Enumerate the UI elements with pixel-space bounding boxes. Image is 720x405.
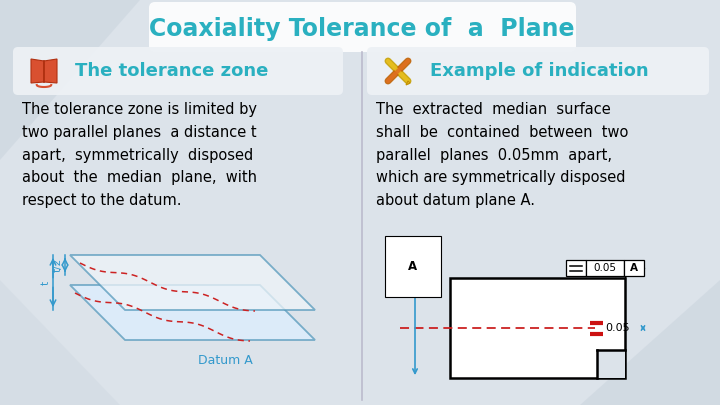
Text: t: t (41, 280, 51, 285)
Polygon shape (31, 59, 44, 83)
Polygon shape (70, 255, 315, 310)
FancyBboxPatch shape (13, 47, 343, 95)
Polygon shape (0, 0, 140, 160)
Text: t/2: t/2 (53, 258, 63, 272)
Text: 0.05: 0.05 (605, 323, 629, 333)
Text: 0.05: 0.05 (593, 263, 616, 273)
Bar (586, 260, 624, 276)
Bar (566, 260, 586, 276)
Polygon shape (406, 81, 410, 85)
Bar (597, 350, 625, 378)
Polygon shape (580, 280, 720, 405)
Text: The tolerance zone is limited by
two parallel planes  a distance t
apart,  symme: The tolerance zone is limited by two par… (22, 102, 257, 208)
Text: The  extracted  median  surface
shall  be  contained  between  two
parallel  pla: The extracted median surface shall be co… (376, 102, 629, 208)
Polygon shape (0, 280, 120, 405)
Bar (624, 260, 644, 276)
Polygon shape (70, 285, 315, 340)
Bar (450, 278, 625, 378)
Text: Coaxiality Tolerance of  a  Plane: Coaxiality Tolerance of a Plane (149, 17, 575, 41)
Text: The tolerance zone: The tolerance zone (75, 62, 269, 80)
FancyBboxPatch shape (367, 47, 709, 95)
Text: A: A (630, 263, 638, 273)
Text: Example of indication: Example of indication (430, 62, 649, 80)
FancyBboxPatch shape (149, 2, 576, 52)
Text: Datum A: Datum A (197, 354, 253, 367)
Polygon shape (44, 59, 57, 83)
Text: A: A (408, 260, 418, 273)
